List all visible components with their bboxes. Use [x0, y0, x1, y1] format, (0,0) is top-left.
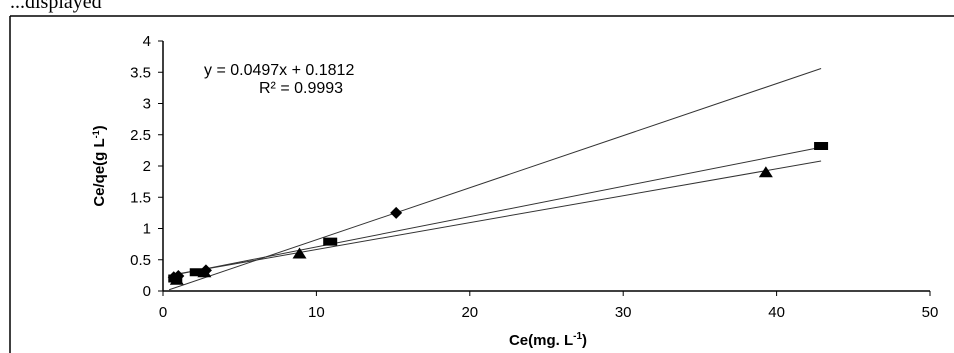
x-tick-label: 0 — [159, 304, 167, 321]
triangle-point — [197, 266, 212, 278]
regression-equation: y = 0.0497x + 0.1812 — [204, 62, 354, 79]
x-axis-ticks: 0 10 20 30 40 50 — [159, 291, 939, 321]
y-tick-label: 3 — [143, 96, 151, 113]
y-tick-label: 1.5 — [130, 189, 151, 206]
y-tick-label: 0 — [143, 283, 151, 300]
x-tick-label: 40 — [768, 304, 785, 321]
top-caption-text: ...displayed — [10, 0, 102, 13]
y-axis-title: Ce/qe(g L-1) — [91, 125, 108, 206]
x-tick-label: 30 — [615, 304, 632, 321]
data-points — [167, 142, 829, 285]
square-point — [189, 268, 204, 277]
x-tick-label: 10 — [308, 304, 325, 321]
x-tick-label: 20 — [461, 304, 478, 321]
trendline — [169, 160, 822, 276]
x-axis-title: Ce(mg. L-1) — [509, 331, 587, 349]
square-point — [323, 237, 338, 246]
y-tick-label: 2 — [143, 158, 151, 175]
trendline — [168, 68, 822, 291]
y-axis-ticks: 0 0.5 1 1.5 2 2.5 3 3.5 4 — [130, 33, 163, 300]
trendline — [169, 146, 822, 277]
y-tick-label: 0.5 — [130, 252, 151, 269]
y-tick-label: 1 — [143, 221, 151, 238]
trendlines — [168, 68, 822, 291]
diamond-point — [390, 206, 403, 219]
triangle-point — [758, 166, 773, 178]
triangle-point — [169, 273, 184, 285]
r-squared-label: R² = 0.9993 — [259, 80, 343, 97]
triangle-point — [292, 247, 307, 259]
x-tick-label: 50 — [922, 304, 939, 321]
y-tick-label: 2.5 — [130, 127, 151, 144]
y-tick-label: 4 — [143, 33, 151, 50]
y-tick-label: 3.5 — [130, 64, 151, 81]
square-point — [814, 142, 829, 150]
